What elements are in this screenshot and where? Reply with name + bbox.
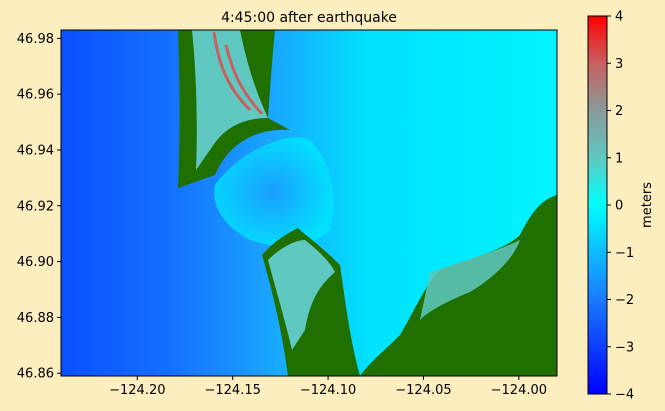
colorbar-tick-label: −3 <box>615 340 634 355</box>
heatmap <box>61 30 557 376</box>
high-water-north <box>212 31 264 116</box>
bay-water <box>214 137 334 247</box>
x-tick-label: −124.10 <box>300 383 356 398</box>
colorbar-tick-label: 2 <box>615 104 623 119</box>
colorbar-tick-label: −2 <box>615 293 634 308</box>
colorbar-label: meters <box>640 182 655 228</box>
colorbar-tick-label: −1 <box>615 246 634 261</box>
x-axis: −124.20 −124.15 −124.10 −124.05 −124.00 <box>109 376 547 398</box>
colorbar <box>587 15 608 395</box>
inundation-east <box>420 240 520 320</box>
y-tick-label: 46.90 <box>17 255 54 270</box>
y-tick-label: 46.88 <box>17 311 54 326</box>
plot-frame <box>60 29 558 377</box>
colorbar-tick-label: 3 <box>615 57 623 72</box>
x-tick-label: −124.05 <box>395 383 451 398</box>
chart-title: 4:45:00 after earthquake <box>221 10 397 26</box>
colorbar-tick-label: 1 <box>615 151 623 166</box>
inundation-south <box>268 240 335 350</box>
y-tick-label: 46.86 <box>17 367 54 382</box>
colorbar-tick-label: −4 <box>615 388 634 403</box>
colorbar-tick-label: 4 <box>615 10 623 25</box>
y-tick-label: 46.92 <box>17 199 54 214</box>
y-axis: 46.86 46.88 46.90 46.92 46.94 46.96 46.98 <box>17 32 61 382</box>
y-tick-label: 46.96 <box>17 88 54 103</box>
x-tick-label: −124.20 <box>109 383 165 398</box>
colorbar-tick-label: 0 <box>615 199 623 214</box>
y-tick-label: 46.94 <box>17 143 54 158</box>
x-tick-label: −124.15 <box>204 383 260 398</box>
y-tick-label: 46.98 <box>17 32 54 47</box>
x-tick-label: −124.00 <box>491 383 547 398</box>
inundation-north <box>192 30 268 170</box>
colorbar-axis: 4 3 2 1 0 −1 −2 −3 −4 <box>607 10 634 403</box>
